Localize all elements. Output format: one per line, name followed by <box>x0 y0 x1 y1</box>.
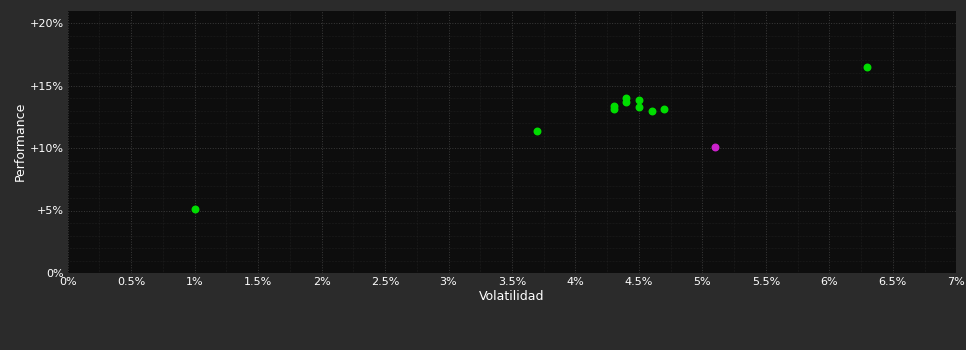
X-axis label: Volatilidad: Volatilidad <box>479 290 545 303</box>
Point <box>186 206 202 212</box>
Point <box>707 144 723 149</box>
Point <box>606 106 621 112</box>
Point <box>860 64 875 70</box>
Point <box>529 128 545 133</box>
Point <box>631 98 646 103</box>
Point <box>618 99 634 105</box>
Y-axis label: Performance: Performance <box>14 102 26 181</box>
Point <box>644 108 660 113</box>
Point <box>631 104 646 110</box>
Point <box>618 95 634 101</box>
Point <box>657 106 672 112</box>
Point <box>606 103 621 108</box>
